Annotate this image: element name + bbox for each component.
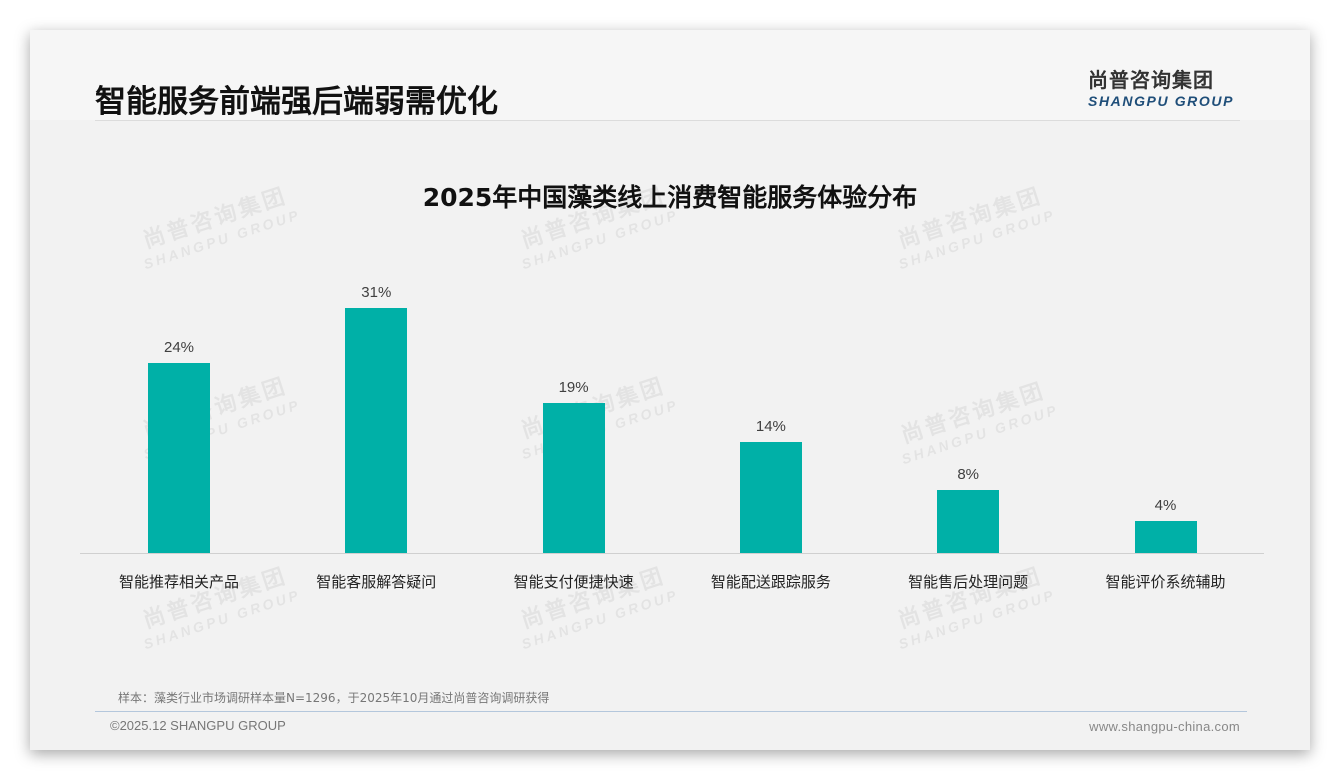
bar-value-label: 19% <box>558 378 589 396</box>
bar <box>345 308 408 553</box>
bar-value-label: 14% <box>755 418 786 436</box>
bar-value-label: 4% <box>1154 497 1177 515</box>
source-note: 样本：藻类行业市场调研样本量N=1296，于2025年10月通过尚普咨询调研获得 <box>118 691 550 705</box>
bar <box>739 442 802 553</box>
bar-value-label: 8% <box>957 465 980 483</box>
bar <box>1134 521 1197 553</box>
header-band <box>30 30 1310 120</box>
watermark: 尚普咨询集团 SHANGPU GROUP <box>898 378 1061 468</box>
category-label: 智能配送跟踪服务 <box>710 573 831 591</box>
copyright-text: ©2025.12 SHANGPU GROUP <box>110 718 286 733</box>
title-divider <box>95 120 1240 121</box>
category-label: 智能支付便捷快速 <box>513 573 634 591</box>
logo-en-text: SHANGPU GROUP <box>1088 93 1235 109</box>
footer-divider <box>95 711 1247 712</box>
website-link[interactable]: www.shangpu-china.com <box>1089 719 1240 734</box>
chart-title: 2025年中国藻类线上消费智能服务体验分布 <box>422 183 918 212</box>
bar <box>148 363 210 553</box>
bar-value-label: 31% <box>361 284 392 302</box>
category-label: 智能推荐相关产品 <box>118 573 239 591</box>
bar <box>937 489 1000 553</box>
category-label: 智能评价系统辅助 <box>1105 573 1226 591</box>
x-axis-line <box>80 553 1264 554</box>
slide: 智能服务前端强后端弱需优化 尚普咨询集团 SHANGPU GROUP 尚普咨询集… <box>30 30 1310 750</box>
page-title: 智能服务前端强后端弱需优化 <box>95 84 498 120</box>
logo-cn-text: 尚普咨询集团 <box>1088 68 1214 92</box>
category-label: 智能售后处理问题 <box>908 573 1029 591</box>
category-label: 智能客服解答疑问 <box>316 573 437 591</box>
bar <box>542 402 605 553</box>
company-logo: 尚普咨询集团 SHANGPU GROUP <box>1088 64 1248 109</box>
bar-value-label: 24% <box>163 339 195 357</box>
